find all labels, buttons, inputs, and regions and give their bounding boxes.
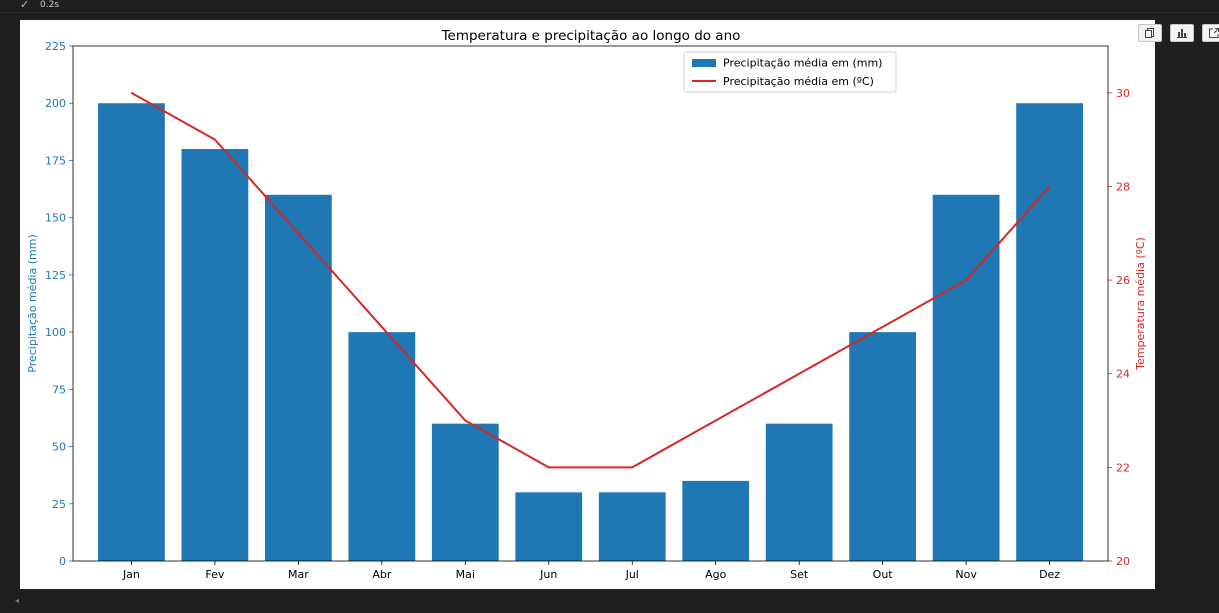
copy-icon	[1145, 28, 1154, 38]
y-left-tick-label: 25	[52, 498, 66, 511]
y-left-tick-label: 75	[52, 383, 66, 396]
y-left-tick-label: 200	[45, 97, 66, 110]
cell-status-bar: ✓ 0.2s	[0, 0, 1219, 13]
y-left-tick-label: 175	[45, 154, 66, 167]
x-tick-label: Jan	[122, 568, 140, 581]
temperature-point	[1049, 185, 1051, 187]
plot-frame	[72, 45, 1109, 562]
x-tick-label: Ago	[705, 568, 727, 581]
bar-nov	[932, 194, 1000, 561]
temperature-point	[130, 92, 132, 94]
temperature-point	[631, 466, 633, 468]
x-tick-label: Nov	[955, 568, 977, 581]
chart-title: Temperatura e precipitação ao longo do a…	[441, 28, 741, 44]
y-right-tick-label: 30	[1116, 87, 1130, 100]
bar-jul	[598, 492, 666, 561]
chart-button[interactable]	[1170, 24, 1194, 42]
execution-time: 0.2s	[40, 0, 60, 10]
temperature-point	[214, 139, 216, 141]
legend-box	[683, 51, 897, 93]
temperature-point	[715, 420, 717, 422]
x-tick-label: Set	[790, 568, 809, 581]
bar-jun	[515, 492, 583, 561]
bar-mar	[264, 194, 332, 561]
x-tick-label: Jun	[539, 568, 557, 581]
legend-bar-label: Precipitação média em (mm)	[723, 57, 882, 70]
bar-ago	[682, 480, 750, 561]
temperature-point	[464, 420, 466, 422]
y-right-tick-label: 20	[1116, 555, 1130, 568]
temperature-point	[798, 373, 800, 375]
expand-button[interactable]	[1202, 24, 1219, 42]
y-right-tick-label: 28	[1116, 180, 1130, 193]
legend-bar-swatch	[692, 59, 716, 67]
y-left-tick-label: 125	[45, 269, 66, 282]
bar-fev	[181, 149, 249, 561]
temperature-point	[381, 326, 383, 328]
bar-mai	[431, 423, 499, 561]
y-left-tick-label: 225	[45, 40, 66, 53]
bar-dez	[1016, 103, 1083, 561]
temperature-point	[965, 279, 967, 281]
bars	[98, 103, 1083, 561]
y-axis-right-label: Temperatura média (ºC)	[1134, 237, 1147, 371]
copy-button[interactable]	[1138, 24, 1162, 42]
bar-jan	[98, 103, 165, 561]
y-axis-left: 0 25 50 75 100 125 150 175 200 225	[45, 40, 73, 568]
legend: Precipitação média em (mm) Precipitação …	[683, 51, 897, 93]
legend-line-label: Precipitação média em (ºC)	[723, 75, 874, 88]
bar-out	[849, 332, 917, 561]
y-axis-right: 20 22 24 26 28 30	[1108, 87, 1130, 568]
temperature-point	[297, 232, 299, 234]
temperature-line	[130, 91, 1051, 469]
temperature-point	[548, 466, 550, 468]
y-axis-left-label: Precipitação média (mm)	[26, 234, 39, 372]
y-left-tick-label: 0	[59, 555, 66, 568]
bar-set	[765, 423, 833, 561]
check-icon: ✓	[20, 0, 30, 11]
output-toolbar	[1138, 24, 1219, 44]
y-right-tick-label: 24	[1116, 368, 1130, 381]
temperature-line-layer	[130, 91, 1051, 469]
temperature-point	[882, 326, 884, 328]
x-tick-label: Jul	[625, 568, 639, 581]
y-right-tick-label: 22	[1116, 461, 1130, 474]
x-axis: Jan Fev Mar Abr Mai Jun Jul Ago Set Out Nov Dez	[122, 561, 1060, 581]
chart-icon	[1177, 29, 1187, 38]
expand-icon	[1209, 28, 1219, 38]
bar-abr	[348, 332, 416, 561]
y-left-tick-label: 100	[45, 326, 66, 339]
scroll-left-icon[interactable]: ◂	[15, 596, 20, 605]
y-left-tick-label: 50	[52, 441, 66, 454]
x-tick-label: Fev	[205, 568, 224, 581]
y-left-tick-label: 150	[45, 212, 66, 225]
chart: Temperatura e precipitação ao longo do a…	[26, 28, 1147, 581]
y-right-tick-label: 26	[1116, 274, 1130, 287]
x-tick-label: Out	[873, 568, 894, 581]
x-tick-label: Abr	[372, 568, 392, 581]
x-tick-label: Mai	[456, 568, 475, 581]
x-tick-label: Mar	[288, 568, 309, 581]
cell-output: Temperatura e precipitação ao longo do a…	[20, 20, 1155, 589]
x-tick-label: Dez	[1039, 568, 1060, 581]
